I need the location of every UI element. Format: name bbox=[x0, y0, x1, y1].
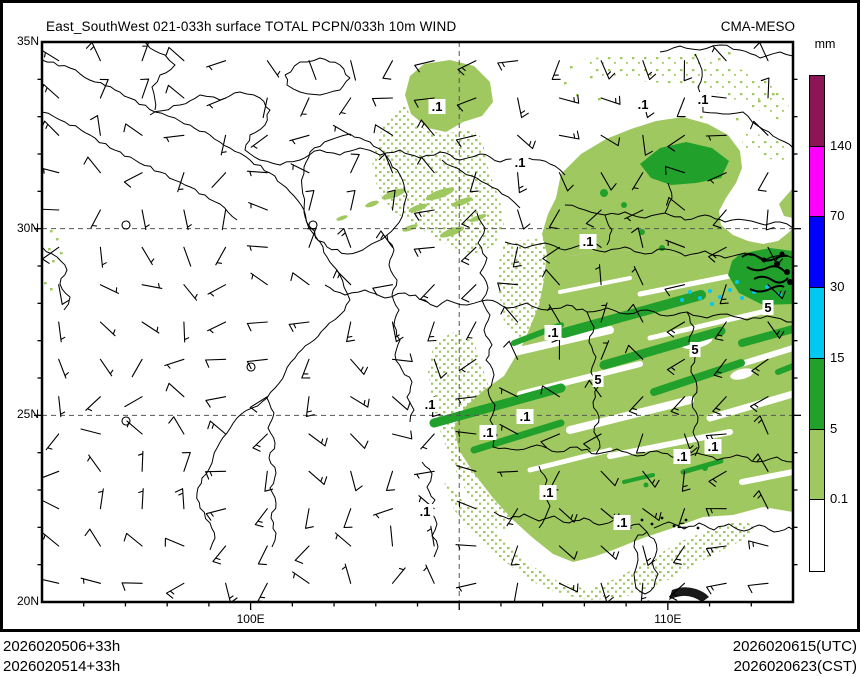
contour-label: .1 bbox=[425, 397, 436, 412]
contour-label: .1 bbox=[483, 425, 494, 440]
footer-valid-times: 2026020615(UTC) 2026020623(CST) bbox=[733, 637, 857, 677]
colorbar-tick-label: 0.1 bbox=[830, 491, 849, 507]
province-boundaries bbox=[42, 42, 793, 602]
colorbar-segment bbox=[810, 146, 824, 218]
colorbar-tick-label: 15 bbox=[830, 349, 845, 365]
map-root: .1 .1 .1 .1 .1 .1 .1 .1 .1 .1 .1 .1 .1 .1 5 5 5 bbox=[34, 40, 801, 610]
colorbar-segment bbox=[810, 217, 824, 289]
contour-label: .1 bbox=[420, 504, 431, 519]
precipitation-shading bbox=[44, 52, 793, 600]
colorbar-segment bbox=[810, 500, 824, 571]
gridlines bbox=[42, 42, 793, 602]
lat-axis-label: 30N bbox=[16, 220, 39, 235]
lat-axis-label: 25N bbox=[16, 407, 39, 422]
colorbar-segment bbox=[810, 429, 824, 501]
footer-init-times: 2026020506+33h 2026020514+33h bbox=[3, 637, 120, 677]
colorbar-tick-label: 70 bbox=[830, 208, 845, 224]
colorbar-unit: mm bbox=[814, 37, 836, 51]
init-time-cst: 2026020514+33h bbox=[3, 658, 121, 675]
model-name: CMA-MESO bbox=[720, 19, 795, 34]
contour-label: .1 bbox=[677, 449, 688, 464]
lon-axis-label: 110E bbox=[654, 612, 682, 626]
figure-border bbox=[0, 0, 860, 632]
calm-circle bbox=[246, 362, 256, 372]
contour-label: 5 bbox=[594, 372, 601, 387]
lon-axis-label: 100E bbox=[236, 612, 265, 626]
contour-label: .1 bbox=[583, 234, 594, 249]
plot-title: East_SouthWest 021-033h surface TOTAL PC… bbox=[46, 19, 457, 34]
contour-label: 5 bbox=[764, 300, 771, 315]
axis-ticks bbox=[34, 78, 801, 610]
colorbar-tick-label: 5 bbox=[830, 420, 838, 436]
contour-label: .1 bbox=[432, 99, 443, 114]
calm-circle bbox=[121, 416, 131, 426]
contour-label: .1 bbox=[638, 97, 649, 112]
contour-label: .1 bbox=[698, 92, 709, 107]
calm-circle bbox=[121, 220, 131, 230]
contour-label: .1 bbox=[520, 409, 531, 424]
colorbar bbox=[809, 75, 825, 572]
colorbar-segment bbox=[810, 288, 824, 359]
map-canvas: .1 .1 .1 .1 .1 .1 .1 .1 .1 .1 .1 .1 .1 .1 5 5 5 bbox=[34, 40, 801, 610]
colorbar-segment bbox=[810, 358, 824, 430]
contour-label: .1 bbox=[708, 439, 719, 454]
contour-label: .1 bbox=[515, 155, 526, 170]
lat-axis-label: 35N bbox=[16, 34, 39, 48]
valid-time-cst: 2026020623(CST) bbox=[733, 658, 857, 675]
contour-label: .1 bbox=[617, 515, 628, 530]
colorbar-tick-label: 140 bbox=[830, 137, 852, 153]
contour-label: .1 bbox=[548, 325, 559, 340]
lat-axis-label: 20N bbox=[16, 594, 39, 608]
contour-label: 5 bbox=[691, 342, 698, 357]
contour-label: .1 bbox=[543, 485, 554, 500]
calm-circle bbox=[308, 220, 318, 230]
init-time-utc: 2026020506+33h bbox=[3, 638, 121, 655]
colorbar-segment bbox=[810, 76, 824, 147]
valid-time-utc: 2026020615(UTC) bbox=[732, 638, 857, 655]
contour-labels: .1 .1 .1 .1 .1 .1 .1 .1 .1 .1 .1 .1 .1 .1 5 5 5 bbox=[416, 92, 774, 530]
dense-contour-cluster bbox=[741, 251, 793, 293]
colorbar-tick-label: 30 bbox=[830, 279, 845, 295]
